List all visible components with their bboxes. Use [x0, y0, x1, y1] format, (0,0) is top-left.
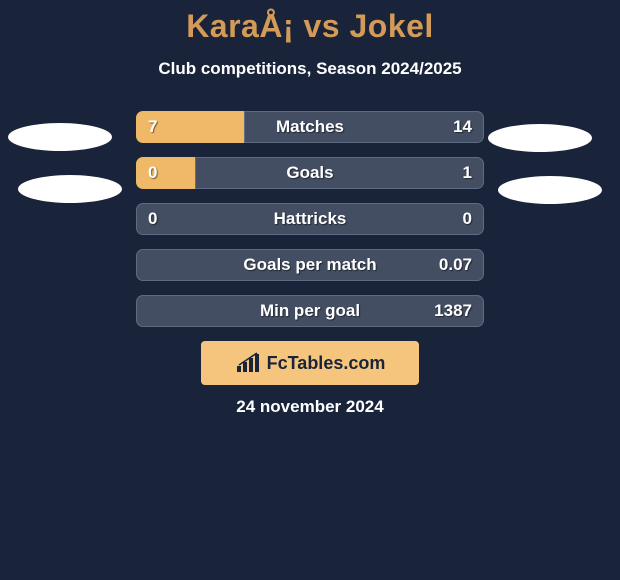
bar-left	[136, 157, 195, 189]
decor-ellipse	[18, 175, 122, 203]
stat-left-value: 7	[148, 117, 157, 137]
stat-row: 1387 Min per goal	[136, 295, 484, 327]
decor-ellipse	[498, 176, 602, 204]
decor-ellipse	[8, 123, 112, 151]
stat-right-value: 14	[453, 117, 472, 137]
logo-text: FcTables.com	[267, 353, 386, 374]
stat-row: 7 14 Matches	[136, 111, 484, 143]
subtitle: Club competitions, Season 2024/2025	[158, 59, 461, 79]
stat-label: Matches	[276, 117, 344, 137]
decor-ellipse	[488, 124, 592, 152]
stat-label: Goals	[286, 163, 333, 183]
stat-label: Hattricks	[274, 209, 347, 229]
stat-left-value: 0	[148, 163, 157, 183]
stat-right-value: 0	[463, 209, 472, 229]
stat-row: 0 0 Hattricks	[136, 203, 484, 235]
stat-row: 0 1 Goals	[136, 157, 484, 189]
stat-right-value: 1	[463, 163, 472, 183]
stat-label: Min per goal	[260, 301, 360, 321]
stat-label: Goals per match	[243, 255, 376, 275]
title: KaraÅ¡ vs Jokel	[186, 8, 434, 45]
stat-right-value: 1387	[434, 301, 472, 321]
date: 24 november 2024	[236, 397, 383, 417]
comparison-container: KaraÅ¡ vs Jokel Club competitions, Seaso…	[0, 0, 620, 580]
logo-box: FcTables.com	[201, 341, 419, 385]
stat-row: 0.07 Goals per match	[136, 249, 484, 281]
bar-right	[195, 157, 484, 189]
stat-right-value: 0.07	[439, 255, 472, 275]
chart-icon	[235, 352, 263, 374]
stat-left-value: 0	[148, 209, 157, 229]
